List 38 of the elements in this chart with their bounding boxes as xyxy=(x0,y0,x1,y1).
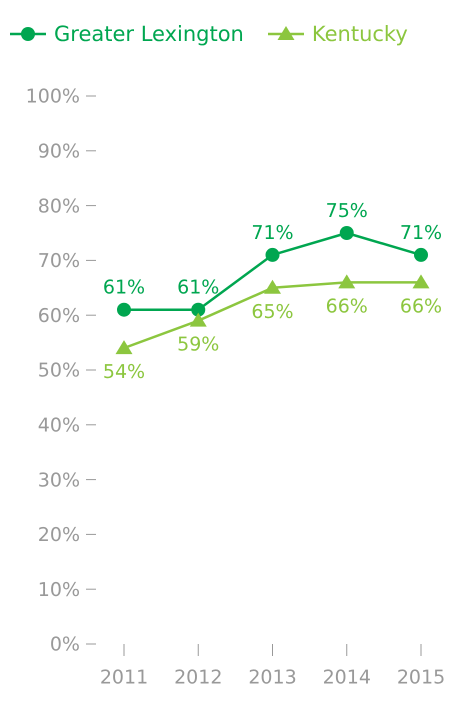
point xyxy=(266,248,280,262)
y-tick-label: 10% xyxy=(38,578,80,601)
point xyxy=(264,280,281,294)
point xyxy=(117,302,131,317)
data-label: 66% xyxy=(400,295,442,318)
data-label: 61% xyxy=(102,276,146,299)
data-label: 59% xyxy=(177,334,220,356)
data-label: 65% xyxy=(251,300,294,323)
data-label: 54% xyxy=(102,361,146,384)
legend-label: Greater Lexington xyxy=(54,22,244,46)
y-tick-label: 80% xyxy=(38,195,80,218)
point xyxy=(191,302,206,317)
data-label: 75% xyxy=(326,200,368,222)
data-label: 66% xyxy=(326,295,368,318)
y-tick-label: 20% xyxy=(38,524,80,546)
y-tick-label: 60% xyxy=(38,304,80,327)
x-tick-label: 2014 xyxy=(322,666,371,688)
y-tick-label: 0% xyxy=(50,634,80,656)
x-tick-label: 2012 xyxy=(174,666,222,688)
data-label: 61% xyxy=(177,276,220,299)
point xyxy=(116,340,132,354)
data-label: 71% xyxy=(251,222,294,244)
y-tick-label: 40% xyxy=(38,414,80,437)
point xyxy=(190,312,207,327)
y-tick-label: 90% xyxy=(38,140,80,163)
x-tick-label: 2011 xyxy=(100,666,148,688)
x-tick-label: 2015 xyxy=(396,666,446,688)
y-tick-label: 50% xyxy=(38,360,80,382)
point xyxy=(414,248,428,262)
legend-label: Kentucky xyxy=(312,22,408,46)
y-tick-label: 100% xyxy=(26,86,80,108)
x-tick-label: 2013 xyxy=(248,666,297,688)
point xyxy=(340,226,354,240)
data-label: 71% xyxy=(400,222,442,244)
y-tick-label: 30% xyxy=(38,469,80,492)
point xyxy=(338,274,356,288)
y-tick-label: 70% xyxy=(38,250,80,272)
point xyxy=(412,274,430,288)
